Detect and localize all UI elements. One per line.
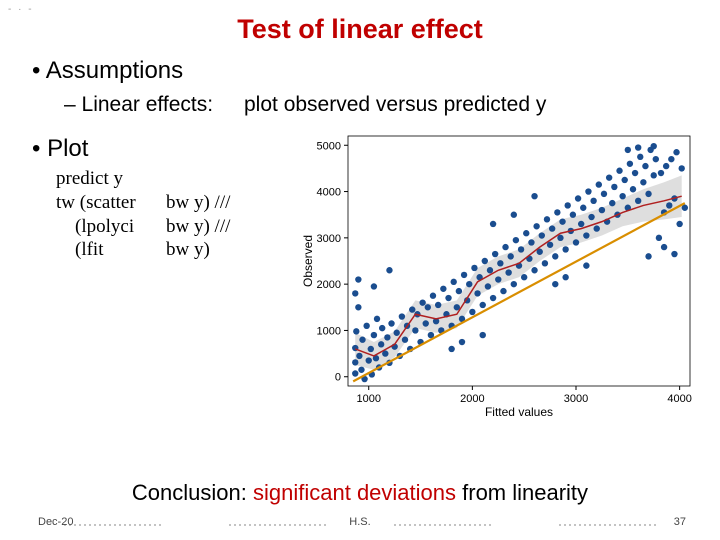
svg-text:Fitted values: Fitted values (485, 405, 553, 419)
footer-page: 37 (674, 516, 686, 528)
sub-label: – Linear effects: (64, 93, 244, 117)
sub-text: plot observed versus predicted y (244, 93, 696, 117)
bullet-sub-row: – Linear effects: plot observed versus p… (64, 93, 696, 117)
bullet-assumptions: • Assumptions (32, 57, 696, 85)
conclusion-highlight: significant deviations (253, 480, 456, 505)
conclusion-post: from linearity (456, 480, 588, 505)
corner-decoration: - · - (8, 4, 34, 15)
svg-text:2000: 2000 (460, 393, 484, 405)
code-l3c2: bw y) /// (166, 215, 256, 239)
svg-text:4000: 4000 (317, 187, 341, 199)
svg-text:3000: 3000 (317, 233, 341, 245)
code-l2c1: tw (scatter (56, 191, 166, 215)
svg-text:5000: 5000 (317, 140, 341, 152)
code-l3c1: (lpolyci (56, 215, 166, 239)
conclusion-pre: Conclusion: (132, 480, 253, 505)
code-l2c2: bw y) /// (166, 191, 256, 215)
code-l4c1: (lfit (56, 238, 166, 262)
footer: Dec-20 H.S. 37 (0, 514, 720, 532)
svg-text:2000: 2000 (317, 279, 341, 291)
svg-text:4000: 4000 (667, 393, 691, 405)
svg-text:3000: 3000 (564, 393, 588, 405)
code-l1: predict y (56, 167, 166, 191)
slide-title: Test of linear effect (24, 14, 696, 45)
code-l4c2: bw y) (166, 238, 256, 262)
title-text: Test of linear effect (237, 14, 483, 44)
svg-text:0: 0 (335, 372, 341, 384)
svg-text:1000: 1000 (356, 393, 380, 405)
conclusion: Conclusion: significant deviations from … (0, 480, 720, 506)
scatter-chart: 1000 2000 3000 4000 0 1000 2000 3000 4000 5000 Fit… (298, 130, 698, 420)
chart-svg: 1000 2000 3000 4000 0 1000 2000 3000 4000 5000 Fit… (298, 130, 698, 420)
svg-text:1000: 1000 (317, 325, 341, 337)
footer-date: Dec-20 (38, 516, 73, 528)
footer-author: H.S. (349, 516, 370, 528)
svg-text:Observed: Observed (301, 235, 315, 287)
